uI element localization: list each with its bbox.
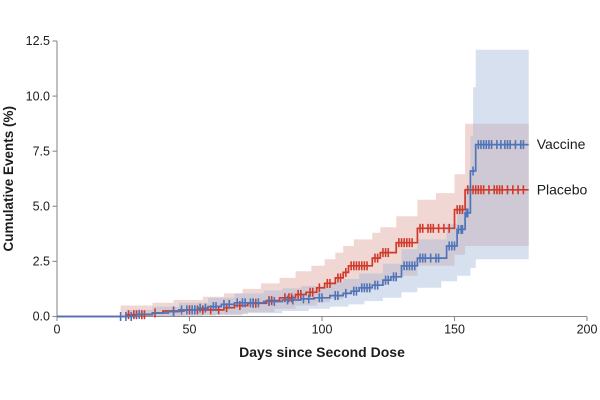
x-tick-label: 200 [577, 323, 598, 337]
series-label-placebo: Placebo [537, 181, 588, 197]
x-tick-label: 150 [444, 323, 465, 337]
y-tick-label: 10.0 [26, 89, 50, 103]
x-tick-label: 100 [312, 323, 333, 337]
x-axis-label: Days since Second Dose [239, 344, 405, 360]
series-label-vaccine: Vaccine [537, 136, 586, 152]
y-tick-label: 0.0 [33, 310, 50, 324]
y-tick-label: 12.5 [26, 34, 50, 48]
y-tick-label: 5.0 [33, 200, 50, 214]
x-tick-label: 50 [183, 323, 197, 337]
vaccine-confidence-band [125, 49, 529, 317]
y-tick-label: 7.5 [33, 144, 50, 158]
y-tick-label: 2.5 [33, 255, 50, 269]
y-axis-label: Cumulative Events (%) [1, 106, 16, 252]
x-tick-label: 0 [54, 323, 61, 337]
placebo-confidence-band [120, 123, 529, 317]
